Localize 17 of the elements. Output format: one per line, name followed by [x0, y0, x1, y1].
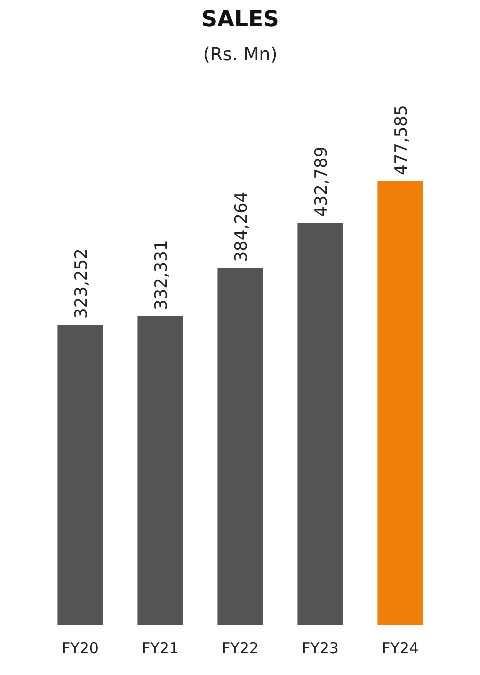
chart-subtitle: (Rs. Mn): [203, 44, 278, 66]
x-tick-label: FY22: [222, 640, 259, 658]
x-tick-label: FY20: [62, 640, 99, 658]
bar: [58, 324, 104, 626]
bar: [298, 223, 344, 626]
data-label: 477,585: [392, 105, 412, 176]
data-label: 323,252: [72, 248, 92, 319]
bar: [378, 182, 424, 626]
data-label: 384,264: [232, 192, 252, 262]
bar: [138, 316, 184, 626]
x-tick-label: FY24: [382, 640, 419, 658]
x-tick-label: FY21: [142, 640, 179, 658]
data-label: 432,789: [312, 146, 332, 218]
chart-title: SALES: [202, 8, 280, 32]
bar: [218, 268, 264, 626]
data-label: 332,331: [152, 240, 172, 311]
x-tick-label: FY23: [302, 640, 339, 658]
